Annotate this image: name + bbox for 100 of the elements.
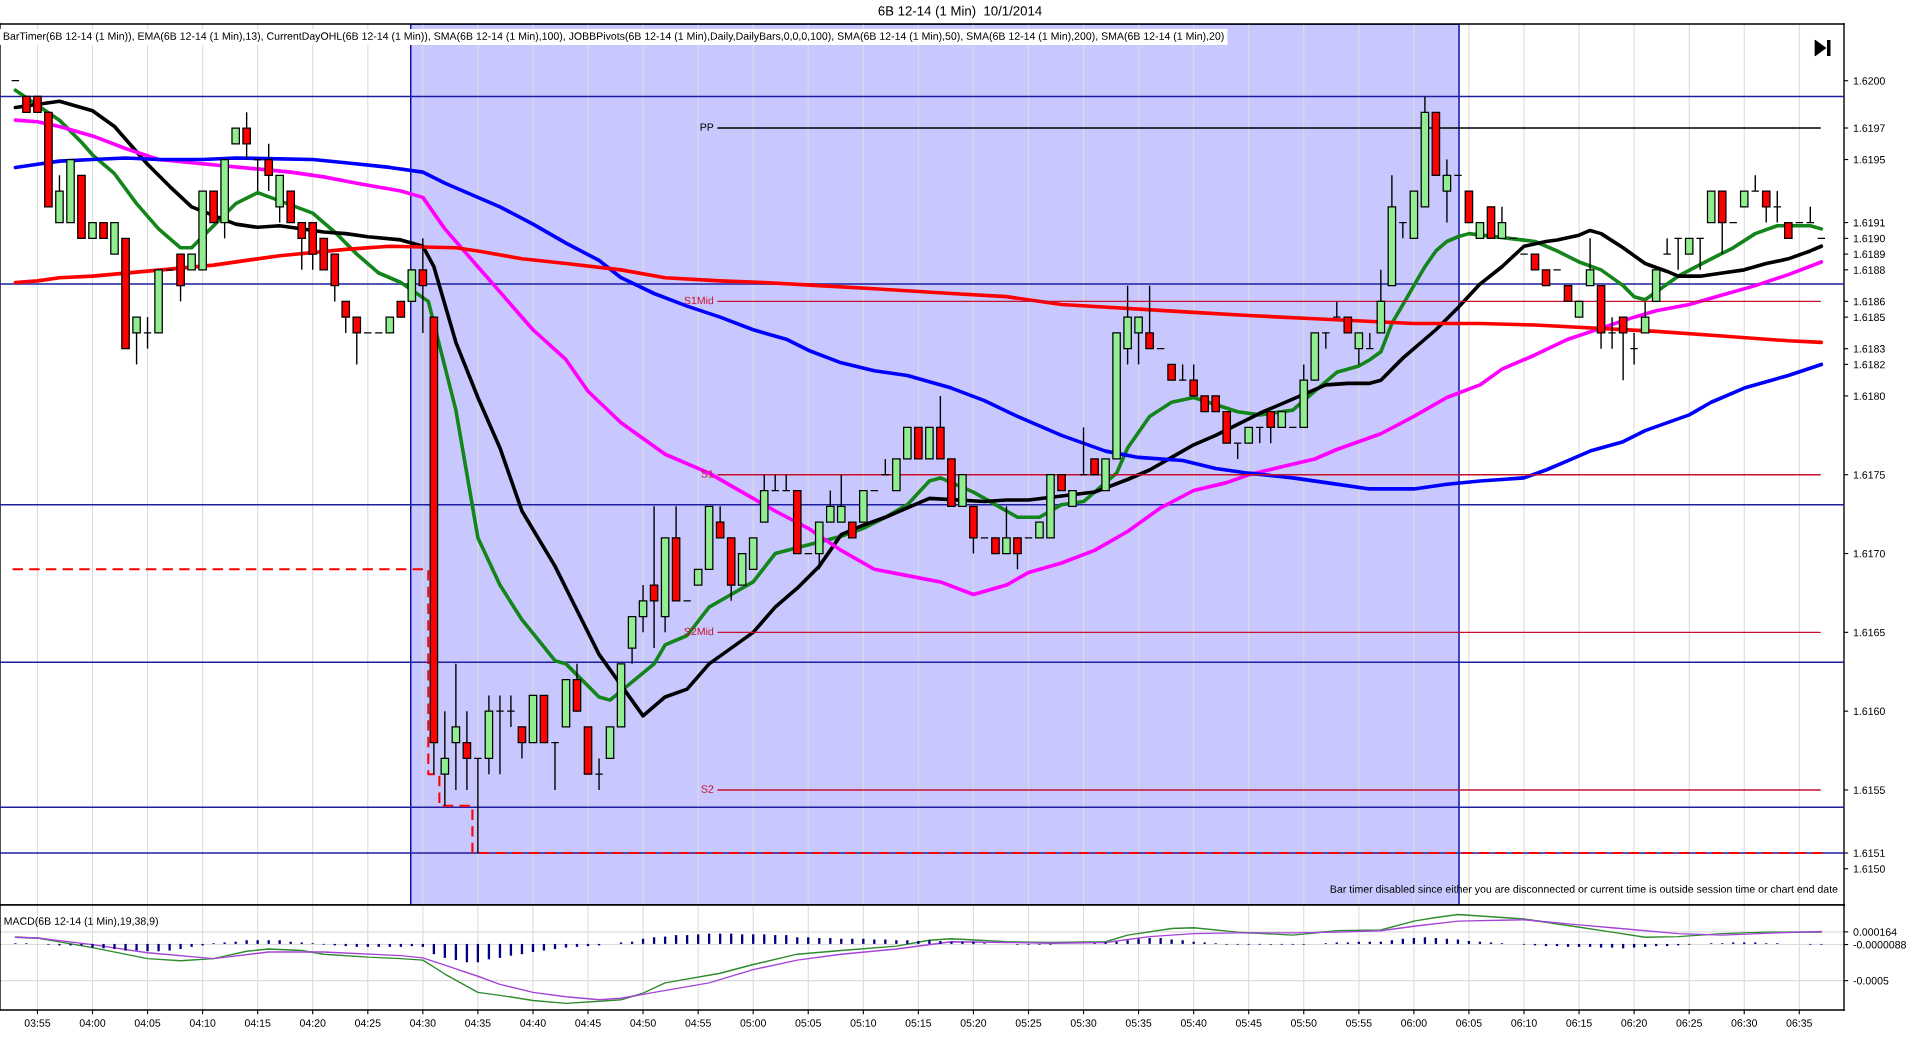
bar <box>190 943 193 947</box>
bar <box>168 943 171 951</box>
x-tick-label: 05:20 <box>960 1019 987 1027</box>
candlestick <box>1266 411 1276 444</box>
x-tick-label: 05:45 <box>1235 1019 1262 1027</box>
candlestick <box>836 474 846 523</box>
y-tick-label: 1.6200 <box>1853 77 1885 85</box>
bar <box>972 941 975 944</box>
bar <box>91 943 94 948</box>
y-tick-label: 1.6191 <box>1853 219 1885 227</box>
bar <box>1599 943 1603 948</box>
bar <box>1170 939 1173 944</box>
x-tick-label: 03:55 <box>24 1019 51 1027</box>
candlestick <box>440 710 450 807</box>
y-tick-label: 1.6175 <box>1853 471 1885 479</box>
x-tick-label: 05:05 <box>795 1019 821 1027</box>
bar <box>113 943 116 950</box>
candlestick <box>825 489 835 523</box>
y-tick-label: 1.6188 <box>1853 266 1885 274</box>
candlestick <box>638 584 648 634</box>
x-tick-label: 04:45 <box>575 1019 601 1027</box>
candlestick <box>242 111 251 161</box>
y-tick-label: -0.0005 <box>1853 977 1889 985</box>
x-tick-label: 06:25 <box>1676 1019 1702 1027</box>
chart-title: 6B 12-14 (1 Min) 10/1/2014 <box>878 5 1042 19</box>
bar <box>564 943 568 948</box>
bar <box>928 940 931 944</box>
candlestick <box>517 726 527 760</box>
x-tick-label: 04:35 <box>465 1019 491 1027</box>
y-tick-label: -0.0000088 <box>1853 941 1906 949</box>
y-tick-label: 1.6150 <box>1853 865 1885 873</box>
x-tick-label: 05:10 <box>850 1019 877 1027</box>
bar <box>267 940 270 944</box>
text: BarTimer(6B 12-14 (1 Min)), EMA(6B 12-14 (1 Min),13), CurrentDayOHL(6B 12-14 (1 Min)), SMA(6B 12-14 (1 Min),100), JOBBPivots(6B 12-14 (1 Min),Daily,DailyBars,0,0,0,100), SMA(6B 12-14 (1 Min),50), SMA(6B 12-14 (1 Min),200), SMA(6B 12-14 (1 Min),20) <box>3 32 1224 42</box>
bar <box>917 940 920 944</box>
bar <box>256 940 259 944</box>
candlestick <box>715 505 725 539</box>
bar <box>146 943 149 952</box>
x-tick-label: 05:40 <box>1180 1019 1207 1027</box>
x-tick-label: 05:50 <box>1290 1019 1317 1027</box>
x-tick-label: 05:00 <box>740 1019 766 1027</box>
bar <box>1610 943 1614 948</box>
y-tick-label: 1.6195 <box>1853 155 1885 164</box>
bar <box>542 943 546 951</box>
x-tick-label: 06:15 <box>1566 1019 1592 1027</box>
bar <box>179 943 182 950</box>
bar <box>785 935 788 944</box>
y-tick-label: 1.6197 <box>1853 124 1885 132</box>
bar <box>774 935 777 944</box>
x-tick-label: 04:05 <box>134 1019 161 1027</box>
x-tick-label: 04:55 <box>685 1019 711 1027</box>
bar <box>652 937 656 944</box>
text: MACD(6B 12-14 (1 Min),19,38,9) <box>4 917 158 927</box>
x-tick-label: 05:35 <box>1125 1019 1152 1027</box>
y-tick-label: 0.000164 <box>1853 928 1897 936</box>
candlestick <box>462 710 472 791</box>
bar <box>939 940 942 944</box>
bar <box>697 934 700 944</box>
candlestick <box>1497 206 1507 240</box>
bar <box>752 934 755 944</box>
bar <box>906 940 909 944</box>
candlestick <box>1761 190 1771 224</box>
y-tick-label: 1.6190 <box>1853 234 1885 243</box>
x-tick-label: 05:15 <box>905 1019 932 1027</box>
series-label: PP <box>700 123 714 131</box>
y-tick-label: 1.6185 <box>1853 313 1885 322</box>
bar <box>674 935 678 944</box>
y-tick-label: 1.6151 <box>1853 849 1885 857</box>
x-tick-label: 06:10 <box>1511 1019 1537 1027</box>
candlestick <box>1002 505 1011 555</box>
series-label: S1Mid <box>684 296 714 305</box>
x-tick-label: 04:40 <box>520 1019 546 1027</box>
bar <box>124 943 127 951</box>
bar <box>685 935 689 944</box>
x-tick-label: 04:10 <box>189 1019 216 1027</box>
y-tick-label: 1.6182 <box>1853 360 1885 369</box>
x-tick-label: 06:05 <box>1456 1019 1482 1027</box>
bar <box>796 937 799 944</box>
y-tick-label: 1.6160 <box>1853 707 1885 716</box>
candlestick <box>1189 363 1199 397</box>
bar <box>1115 941 1118 944</box>
bar <box>1423 937 1427 944</box>
y-tick-label: 1.6170 <box>1853 550 1885 558</box>
bar <box>135 943 138 951</box>
x-tick-label: 05:25 <box>1015 1019 1042 1027</box>
candlestick <box>352 316 362 366</box>
x-tick-label: 06:00 <box>1401 1019 1427 1027</box>
candlestick <box>1640 300 1650 334</box>
candlestick <box>649 505 659 649</box>
candlestick <box>1585 237 1595 287</box>
bar <box>102 943 105 949</box>
bar <box>950 941 953 944</box>
x-tick-label: 04:30 <box>410 1019 436 1027</box>
x-tick-label: 05:30 <box>1070 1019 1097 1027</box>
x-tick-label: 06:20 <box>1621 1019 1647 1027</box>
bar <box>1632 943 1636 948</box>
bar <box>157 943 160 952</box>
bar <box>1126 940 1129 944</box>
candlestick <box>1354 332 1364 366</box>
x-tick-label: 04:25 <box>355 1019 381 1027</box>
